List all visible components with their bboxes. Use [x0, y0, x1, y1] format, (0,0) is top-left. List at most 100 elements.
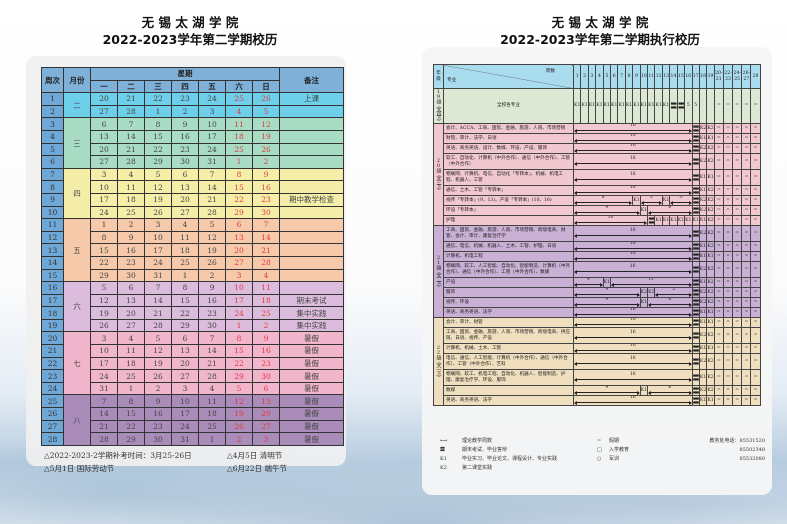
teaching-weeks-count: 16 [629, 395, 636, 401]
header-grade: 年级 [433, 64, 444, 89]
activity-code: K2 [706, 225, 715, 242]
vacation-mark: = [750, 169, 761, 186]
arrow-line [574, 148, 691, 153]
activity-code: K1 [698, 277, 708, 288]
day-cell: 11 [117, 180, 145, 194]
week-number: 6 [41, 155, 64, 169]
day-cell: 30 [251, 369, 281, 383]
activity-code: K1 [706, 343, 715, 354]
activity-code: K2 [706, 277, 715, 288]
day-cell: 23 [251, 356, 281, 371]
contact-label: 教务处电话： [709, 438, 740, 444]
vacation-mark: = [713, 343, 724, 354]
day-cell: 18 [251, 293, 281, 308]
arrow-line [574, 256, 691, 261]
header-weekday: 五 [198, 79, 226, 94]
day-cell: 2 [251, 155, 281, 169]
week-number: 13 [41, 243, 64, 257]
teaching-weeks-count: 16 [629, 372, 636, 377]
day-cell: 26 [225, 419, 253, 434]
day-cell: 26 [251, 92, 281, 106]
schedule-row: 22级（大一下） 会计、审计、财管 16 〓 K1 K1 = = = = = [433, 317, 761, 406]
vacation-mark: = [722, 153, 734, 170]
day-cell: 1 [171, 268, 199, 283]
teaching-weeks-count: 9 [605, 297, 609, 303]
day-cell: 22 [225, 192, 253, 207]
week-number: 17 [41, 293, 64, 308]
double-arrow-icon: 11 [611, 279, 691, 287]
teaching-weeks-count: 16 [629, 264, 636, 269]
day-cell: 22 [225, 356, 253, 371]
header-weekday: 一 [90, 79, 118, 94]
day-cell: 11 [251, 281, 281, 295]
day-cell: 1 [90, 218, 118, 232]
activity-code: K2 [706, 153, 715, 170]
calendar-week-row: 16 六 5 6 7 8 9 10 11 [41, 281, 345, 333]
vacation-mark: = [713, 385, 724, 396]
teaching-weeks-count: 4 [586, 277, 590, 283]
header-vacation-week: 20-21 [713, 64, 724, 89]
day-cell: 12 [225, 394, 253, 409]
day-cell: 21 [251, 243, 281, 257]
week-note [279, 268, 345, 283]
day-cell: 11 [198, 394, 226, 409]
day-cell: 28 [251, 255, 281, 270]
calendar-week-row: 24 31 1 2 3 4 5 6 暑假 [41, 381, 345, 396]
day-cell: 27 [117, 318, 145, 333]
day-cell: 25 [225, 142, 253, 157]
day-cell: 23 [198, 306, 226, 320]
double-arrow-icon: 16 [574, 330, 691, 340]
vacation-mark: = [722, 353, 734, 370]
double-arrow-icon: 16 [574, 309, 691, 317]
legend-2: = 假期 □ 入学教育 ○ 军训 [597, 437, 677, 464]
day-cell: 18 [198, 407, 226, 421]
day-cell: 24 [144, 255, 172, 270]
vacation-mark: = [741, 205, 752, 216]
activity-code: K1 [669, 215, 678, 226]
activity-code: K1 [706, 395, 715, 406]
major-names: 物联网、软工、人工智能、自动化、智能制造、计算机（中外合作）、通信（中外合作）、… [443, 261, 574, 278]
day-cell: 9 [144, 394, 172, 409]
day-cell: 24 [90, 205, 118, 220]
day-cell: 13 [117, 293, 145, 308]
major-names: 产设 [443, 277, 574, 288]
vacation-mark: = [732, 215, 743, 226]
day-cell: 4 [117, 331, 145, 346]
week-number: 26 [41, 407, 64, 421]
calendar-week-row: 2 27 28 1 2 3 4 5 [41, 104, 345, 119]
footnote-dragon-boat: △6月22日 端午节 [227, 464, 287, 473]
major-names: 视传「专转本」(9、13)、产设「专转本」(10、16) [443, 195, 574, 206]
week-number: 4 [41, 129, 64, 144]
vacation-mark: = [732, 88, 743, 124]
day-cell: 26 [144, 369, 172, 383]
activity-code: K2 [698, 205, 708, 216]
day-cell: 15 [225, 344, 253, 358]
day-cell: 18 [225, 129, 253, 144]
teaching-weeks-span: 3 [639, 195, 663, 206]
double-arrow-icon: 6 [648, 299, 691, 307]
teaching-weeks-span: 16 [573, 261, 693, 278]
week-note [279, 255, 345, 270]
week-number: 27 [41, 419, 64, 434]
double-arrow-icon: 16 [574, 145, 691, 153]
vacation-mark: = [750, 195, 761, 206]
day-cell: 8 [90, 230, 118, 245]
week-number: 18 [41, 306, 64, 320]
exam-mark: 〓 [691, 395, 700, 406]
arrow-line [574, 200, 632, 205]
day-cell: 28 [117, 104, 145, 119]
day-cell: 2 [225, 432, 253, 446]
day-cell: 6 [171, 331, 199, 346]
header-weekday: 日 [251, 79, 281, 94]
day-cell: 23 [171, 92, 199, 106]
double-arrow-icon: 16 [574, 172, 691, 182]
schedule-row: 计算机、机械、土木、工管 16 〓 K1 K1 = = = = = [433, 343, 761, 354]
teaching-weeks-span: 16 [573, 307, 693, 318]
arrow-line [574, 377, 691, 382]
day-cell: 4 [171, 218, 199, 232]
day-cell: 22 [144, 142, 172, 157]
teaching-weeks-count: 16 [629, 356, 636, 361]
header-month: 月份 [63, 66, 91, 94]
major-names: 数媒 [443, 385, 574, 396]
vacation-mark: = [722, 241, 734, 252]
